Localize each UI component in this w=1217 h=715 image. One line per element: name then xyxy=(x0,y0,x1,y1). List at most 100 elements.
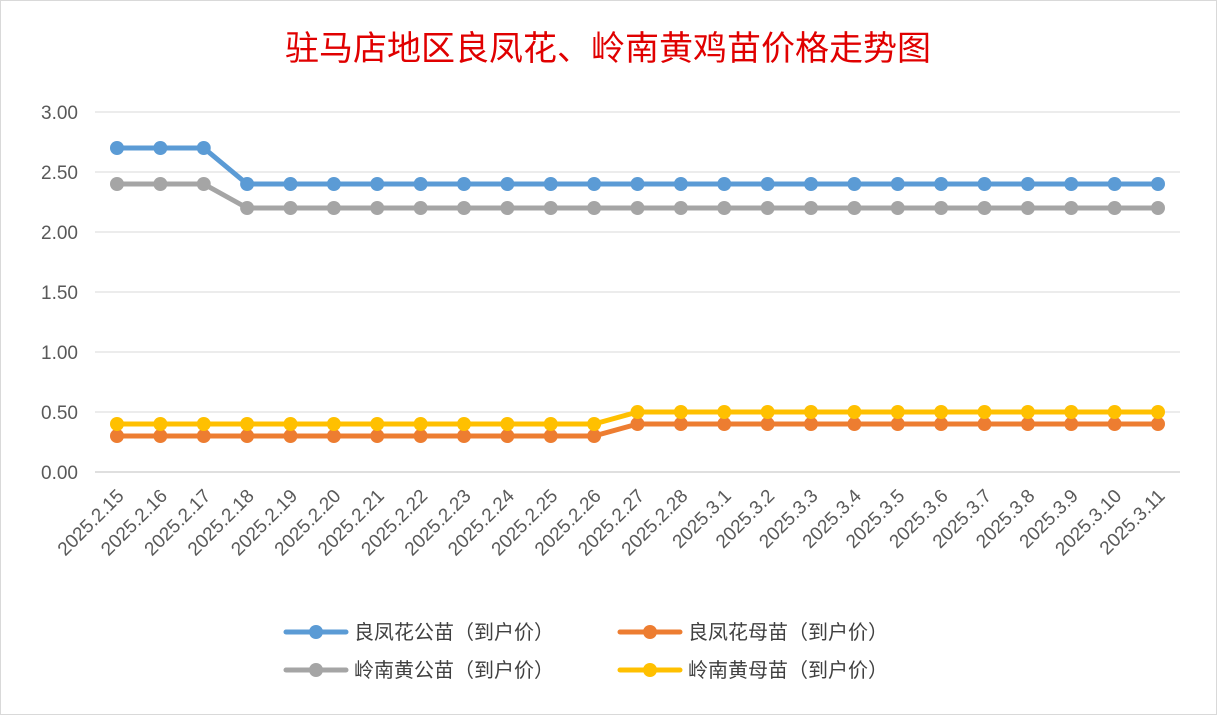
y-tick-label: 1.50 xyxy=(41,283,78,304)
data-point xyxy=(977,177,992,191)
data-point xyxy=(1020,405,1035,419)
data-point xyxy=(370,429,385,443)
data-point xyxy=(1107,201,1122,215)
data-point xyxy=(283,177,298,191)
data-point xyxy=(500,201,515,215)
data-point xyxy=(804,405,818,419)
data-point xyxy=(153,417,168,431)
data-point xyxy=(847,177,862,191)
data-point xyxy=(587,201,602,215)
data-point xyxy=(240,429,255,443)
data-point xyxy=(804,177,818,191)
data-point xyxy=(543,177,558,191)
series-1 xyxy=(110,141,1165,191)
data-point xyxy=(717,177,732,191)
data-point xyxy=(587,429,602,443)
data-point xyxy=(760,417,775,431)
data-point xyxy=(110,177,124,191)
data-point xyxy=(587,417,602,431)
data-point xyxy=(587,177,602,191)
data-point xyxy=(110,141,124,155)
data-point xyxy=(1151,177,1165,191)
legend-marker xyxy=(643,663,657,677)
data-point xyxy=(370,177,385,191)
data-point xyxy=(1064,405,1079,419)
data-point xyxy=(1020,417,1035,431)
legend-item: 良凤花公苗（到户价） xyxy=(283,620,554,644)
data-point xyxy=(240,201,255,215)
data-point xyxy=(934,177,949,191)
data-point xyxy=(283,429,298,443)
data-point xyxy=(326,201,341,215)
data-point xyxy=(934,405,949,419)
data-point xyxy=(1020,177,1035,191)
data-point xyxy=(500,417,515,431)
data-point xyxy=(153,177,168,191)
data-point xyxy=(326,177,341,191)
data-point xyxy=(1064,417,1079,431)
data-point xyxy=(630,405,645,419)
data-point xyxy=(1107,417,1122,431)
data-point xyxy=(457,201,471,215)
data-point xyxy=(500,177,515,191)
y-tick-label: 1.00 xyxy=(41,343,78,364)
data-point xyxy=(413,201,428,215)
data-point xyxy=(457,177,471,191)
data-point xyxy=(673,405,688,419)
data-point xyxy=(1151,417,1165,431)
data-point xyxy=(283,417,298,431)
data-point xyxy=(934,417,949,431)
data-point xyxy=(196,177,211,191)
legend: 良凤花公苗（到户价） 良凤花母苗（到户价） 岭南黄公苗（到户价） 岭南黄母苗（到户价） xyxy=(283,620,888,682)
legend-marker xyxy=(309,625,323,639)
data-point xyxy=(847,405,862,419)
data-point xyxy=(890,417,905,431)
data-point xyxy=(630,201,645,215)
data-point xyxy=(1064,201,1079,215)
data-point xyxy=(196,417,211,431)
data-point xyxy=(457,429,471,443)
y-axis: 0.00 0.50 1.00 1.50 2.00 2.50 3.00 xyxy=(41,103,78,484)
data-point xyxy=(760,405,775,419)
data-point xyxy=(326,429,341,443)
data-point xyxy=(804,201,818,215)
data-point xyxy=(413,417,428,431)
data-point xyxy=(673,201,688,215)
data-point xyxy=(1064,177,1079,191)
legend-item: 岭南黄公苗（到户价） xyxy=(283,658,554,682)
legend-item: 岭南黄母苗（到户价） xyxy=(617,658,888,682)
legend-label: 良凤花母苗（到户价） xyxy=(688,620,888,644)
data-point xyxy=(370,201,385,215)
data-point xyxy=(543,429,558,443)
series-4 xyxy=(110,405,1165,431)
y-tick-label: 2.50 xyxy=(41,163,78,184)
data-point xyxy=(717,417,732,431)
data-point xyxy=(717,201,732,215)
data-point xyxy=(457,417,471,431)
data-point xyxy=(977,405,992,419)
legend-marker xyxy=(309,663,323,677)
data-point xyxy=(804,417,818,431)
series-3 xyxy=(110,177,1165,215)
gridlines xyxy=(95,111,1180,473)
y-tick-label: 0.00 xyxy=(41,463,78,484)
data-point xyxy=(1151,201,1165,215)
data-point xyxy=(760,177,775,191)
y-tick-label: 2.00 xyxy=(41,223,78,244)
data-point xyxy=(500,429,515,443)
data-point xyxy=(1107,177,1122,191)
y-tick-label: 3.00 xyxy=(41,103,78,124)
data-point xyxy=(760,201,775,215)
data-point xyxy=(543,417,558,431)
data-point xyxy=(283,201,298,215)
data-point xyxy=(110,429,124,443)
data-point xyxy=(673,417,688,431)
data-point xyxy=(1151,405,1165,419)
data-point xyxy=(110,417,124,431)
legend-marker xyxy=(643,625,657,639)
y-tick-label: 0.50 xyxy=(41,403,78,424)
data-point xyxy=(370,417,385,431)
legend-label: 良凤花公苗（到户价） xyxy=(354,620,554,644)
